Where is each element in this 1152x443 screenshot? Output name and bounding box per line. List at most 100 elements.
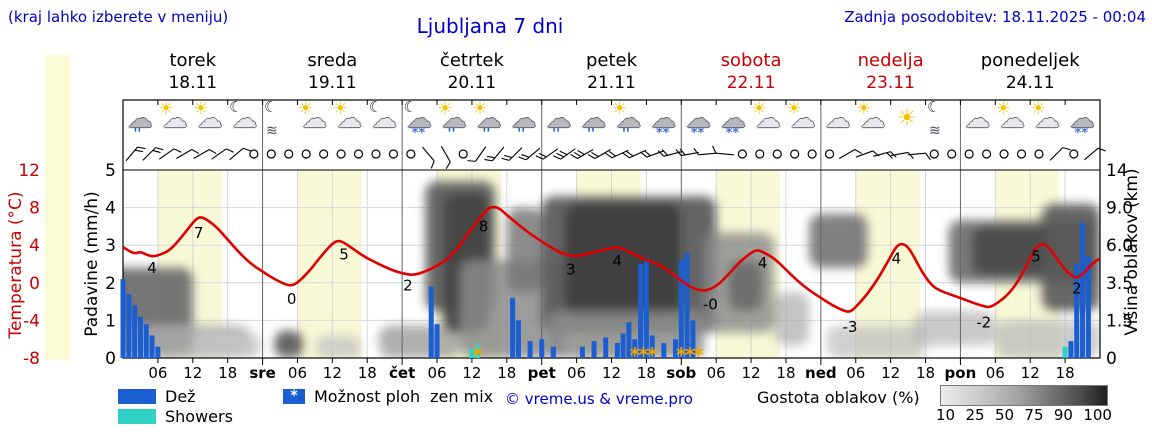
temperature-labels: 4 7 0 5 2 8 3 4 -0 4 -3 4 -2 5 2 xyxy=(147,217,1081,336)
weather-icon-sun-cloud: ☀ ☁ xyxy=(856,99,886,133)
day-name: nedelja xyxy=(857,50,924,71)
day-name: torek xyxy=(169,50,217,71)
svg-text:*: * xyxy=(685,343,696,367)
svg-text:18: 18 xyxy=(1056,364,1075,382)
weather-icon-cloud-snow: ☁ ** xyxy=(1069,104,1095,141)
svg-text:12: 12 xyxy=(881,364,900,382)
weather-icon-sun-cloud-rain: ☀ ☁ '' xyxy=(437,99,467,142)
day-name: sreda xyxy=(307,50,358,71)
weather-icon-sun-cloud: ☀ ☁ xyxy=(332,99,362,133)
svg-text:*: * xyxy=(638,343,649,367)
svg-text:2: 2 xyxy=(1072,279,1082,297)
svg-text:12: 12 xyxy=(323,364,342,382)
wind-barbs-row xyxy=(125,145,1106,170)
weather-icon-moon-fog: ☾ ≋ xyxy=(926,98,941,139)
weather-icon-cloud-rain: ☁ '' xyxy=(511,104,537,142)
svg-text:18: 18 xyxy=(637,364,656,382)
svg-text:06: 06 xyxy=(427,364,446,382)
weather-icon-cloud-snow: ☁ ** xyxy=(720,104,746,141)
svg-text:0: 0 xyxy=(105,349,116,369)
svg-text:14: 14 xyxy=(1106,161,1128,181)
svg-text:ned: ned xyxy=(805,364,837,382)
legend-shower-chance: * Možnost ploh zen mix xyxy=(283,387,493,406)
density-tick: 90 xyxy=(1053,406,1073,424)
svg-text:*: * xyxy=(676,343,687,367)
legend-showers: Showers xyxy=(118,407,233,426)
svg-text:3: 3 xyxy=(566,261,576,279)
svg-text:-3: -3 xyxy=(842,318,857,336)
svg-text:1: 1 xyxy=(105,311,116,331)
svg-text:4: 4 xyxy=(29,236,40,256)
svg-text:4: 4 xyxy=(105,199,116,219)
svg-text:12: 12 xyxy=(183,364,202,382)
svg-text:06: 06 xyxy=(707,364,726,382)
svg-text:5: 5 xyxy=(1031,247,1041,265)
svg-text:8: 8 xyxy=(29,199,40,219)
copyright-link[interactable]: © vreme.us & vreme.pro xyxy=(505,390,693,408)
day-name: ponedeljek xyxy=(980,50,1080,71)
svg-text:*: * xyxy=(693,343,704,367)
weather-icon-cloud-rain: ☁ '' xyxy=(581,104,607,142)
svg-text:2: 2 xyxy=(403,277,413,295)
weather-icon-cloud-rain: ☁ '' xyxy=(546,104,572,142)
weather-icon-sun: ☀ xyxy=(897,106,917,131)
cloud-axis-label: Višina oblakov (km) xyxy=(1122,168,1142,336)
svg-text:9.0: 9.0 xyxy=(1106,199,1133,219)
svg-text:18: 18 xyxy=(916,364,935,382)
weather-icon-moon-cloud-snow: ☾ ☁ ** xyxy=(403,98,432,141)
svg-text:*: * xyxy=(473,343,484,367)
svg-text:3: 3 xyxy=(105,236,116,256)
svg-text:0: 0 xyxy=(1106,349,1117,369)
weather-icon-cloud-snow: ☁ ** xyxy=(650,104,676,141)
legend-rain: Dež xyxy=(118,387,196,406)
svg-text:1.5: 1.5 xyxy=(1106,311,1133,331)
density-tick: 75 xyxy=(1024,406,1044,424)
svg-text:4: 4 xyxy=(613,252,623,270)
weather-icon-sun-cloud: ☀ ☁ xyxy=(193,99,223,133)
svg-text:-8: -8 xyxy=(23,349,40,369)
svg-text:pon: pon xyxy=(945,364,977,382)
weather-icon-sun-cloud-rain: ☀ ☁ '' xyxy=(472,99,502,142)
day-date: 19.11 xyxy=(308,73,357,93)
svg-text:06: 06 xyxy=(148,364,167,382)
svg-text:0: 0 xyxy=(29,274,40,294)
svg-text:pet: pet xyxy=(528,364,556,382)
cloud-density-ticks: 10 25 50 75 90 100 xyxy=(936,406,1112,424)
legend-shower-chance-label: Možnost ploh xyxy=(314,387,421,406)
weather-icon-cloud-snow: ☁ ** xyxy=(685,104,711,141)
axis-ticks: 12 5 14 8 4 9.0 4 3 6.0 0 2 3.5 -4 1 1.5 -8 0 0 xyxy=(18,161,1133,369)
svg-text:4: 4 xyxy=(147,259,157,277)
legend-rain-label: Dež xyxy=(165,387,196,406)
x-axis: 06 12 18 sre 06 12 18 čet 06 12 18 pet 06 12 18 sob 06 12… xyxy=(148,100,1075,382)
rain-swatch xyxy=(118,389,156,404)
weather-icon-sun-cloud: ☀ ☁ xyxy=(751,99,781,133)
svg-text:12: 12 xyxy=(462,364,481,382)
density-tick: 10 xyxy=(936,406,956,424)
svg-text:*: * xyxy=(647,343,658,367)
svg-text:*: * xyxy=(630,343,641,367)
svg-text:18: 18 xyxy=(776,364,795,382)
weather-icon-sun-cloud: ☀ ☁ xyxy=(297,99,327,133)
left-day-strip xyxy=(45,55,70,360)
legend-showers-label: Showers xyxy=(165,407,233,426)
svg-text:12: 12 xyxy=(742,364,761,382)
weather-icon-cloud-rain: ☁ '' xyxy=(127,104,153,142)
svg-text:4: 4 xyxy=(758,254,768,272)
precip-bars xyxy=(120,222,1091,358)
svg-text:06: 06 xyxy=(986,364,1005,382)
svg-text:6.0: 6.0 xyxy=(1106,236,1133,256)
svg-text:12: 12 xyxy=(18,161,40,181)
density-tick: 50 xyxy=(994,406,1015,424)
svg-text:06: 06 xyxy=(288,364,307,382)
cloud-layer xyxy=(123,181,1100,358)
weather-icon-moon-cloud: ☾ ☁ xyxy=(229,98,258,133)
weather-icon-cloud: ☁ xyxy=(825,104,851,133)
svg-text:8: 8 xyxy=(479,217,489,235)
svg-text:12: 12 xyxy=(1021,364,1040,382)
day-date: 22.11 xyxy=(726,73,776,93)
day-name: petek xyxy=(585,50,638,71)
svg-text:3.5: 3.5 xyxy=(1106,274,1133,294)
svg-text:-0: -0 xyxy=(703,295,718,313)
temperature-axis-label: Temperatura (°C) xyxy=(6,191,26,339)
